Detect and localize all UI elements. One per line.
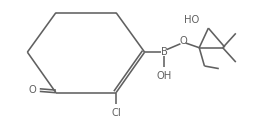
Text: HO: HO bbox=[184, 15, 199, 25]
Text: O: O bbox=[28, 85, 36, 95]
Text: Cl: Cl bbox=[111, 108, 121, 118]
Text: O: O bbox=[179, 36, 187, 46]
Text: B: B bbox=[161, 47, 168, 57]
Text: OH: OH bbox=[157, 71, 172, 81]
